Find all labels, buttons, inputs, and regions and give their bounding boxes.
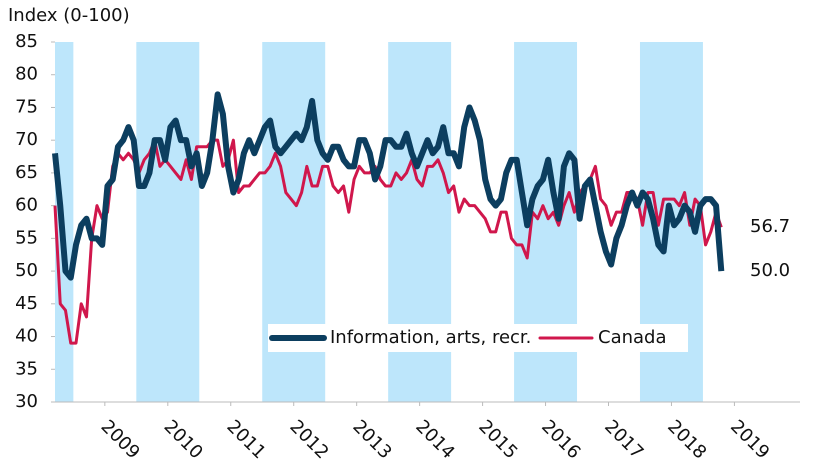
end-label: 50.0 (750, 260, 790, 281)
y-tick-label: 65 (15, 162, 38, 183)
y-tick-label: 70 (15, 129, 38, 150)
x-tick-label: 2012 (285, 416, 332, 462)
legend-label: Information, arts, recr. (330, 327, 531, 348)
x-tick-label: 2015 (474, 416, 521, 462)
y-tick-label: 75 (15, 96, 38, 117)
end-label: 56.7 (750, 216, 790, 237)
x-tick-label: 2011 (222, 416, 269, 462)
shaded-band (136, 42, 200, 402)
x-tick-label: 2018 (663, 416, 710, 462)
y-tick-label: 50 (15, 260, 38, 281)
y-tick-label: 40 (15, 326, 38, 347)
y-tick-label: 60 (15, 195, 38, 216)
y-tick-label: 30 (15, 391, 38, 412)
legend-label: Canada (598, 327, 667, 348)
x-tick-label: 2010 (160, 416, 207, 462)
x-tick-label: 2014 (411, 416, 458, 462)
x-tick-label: 2016 (537, 416, 584, 462)
y-tick-label: 80 (15, 64, 38, 85)
series-line (52, 91, 725, 281)
x-tick-label: 2009 (97, 416, 144, 462)
y-tick-label: 45 (15, 293, 38, 314)
y-axis-label: Index (0-100) (8, 5, 130, 26)
legend-box (268, 324, 688, 352)
y-tick-label: 35 (15, 358, 38, 379)
y-tick-label: 85 (15, 31, 38, 52)
y-tick-label: 55 (15, 227, 38, 248)
x-tick-label: 2019 (726, 416, 773, 462)
x-tick-label: 2017 (600, 416, 647, 462)
x-tick-label: 2013 (348, 416, 395, 462)
